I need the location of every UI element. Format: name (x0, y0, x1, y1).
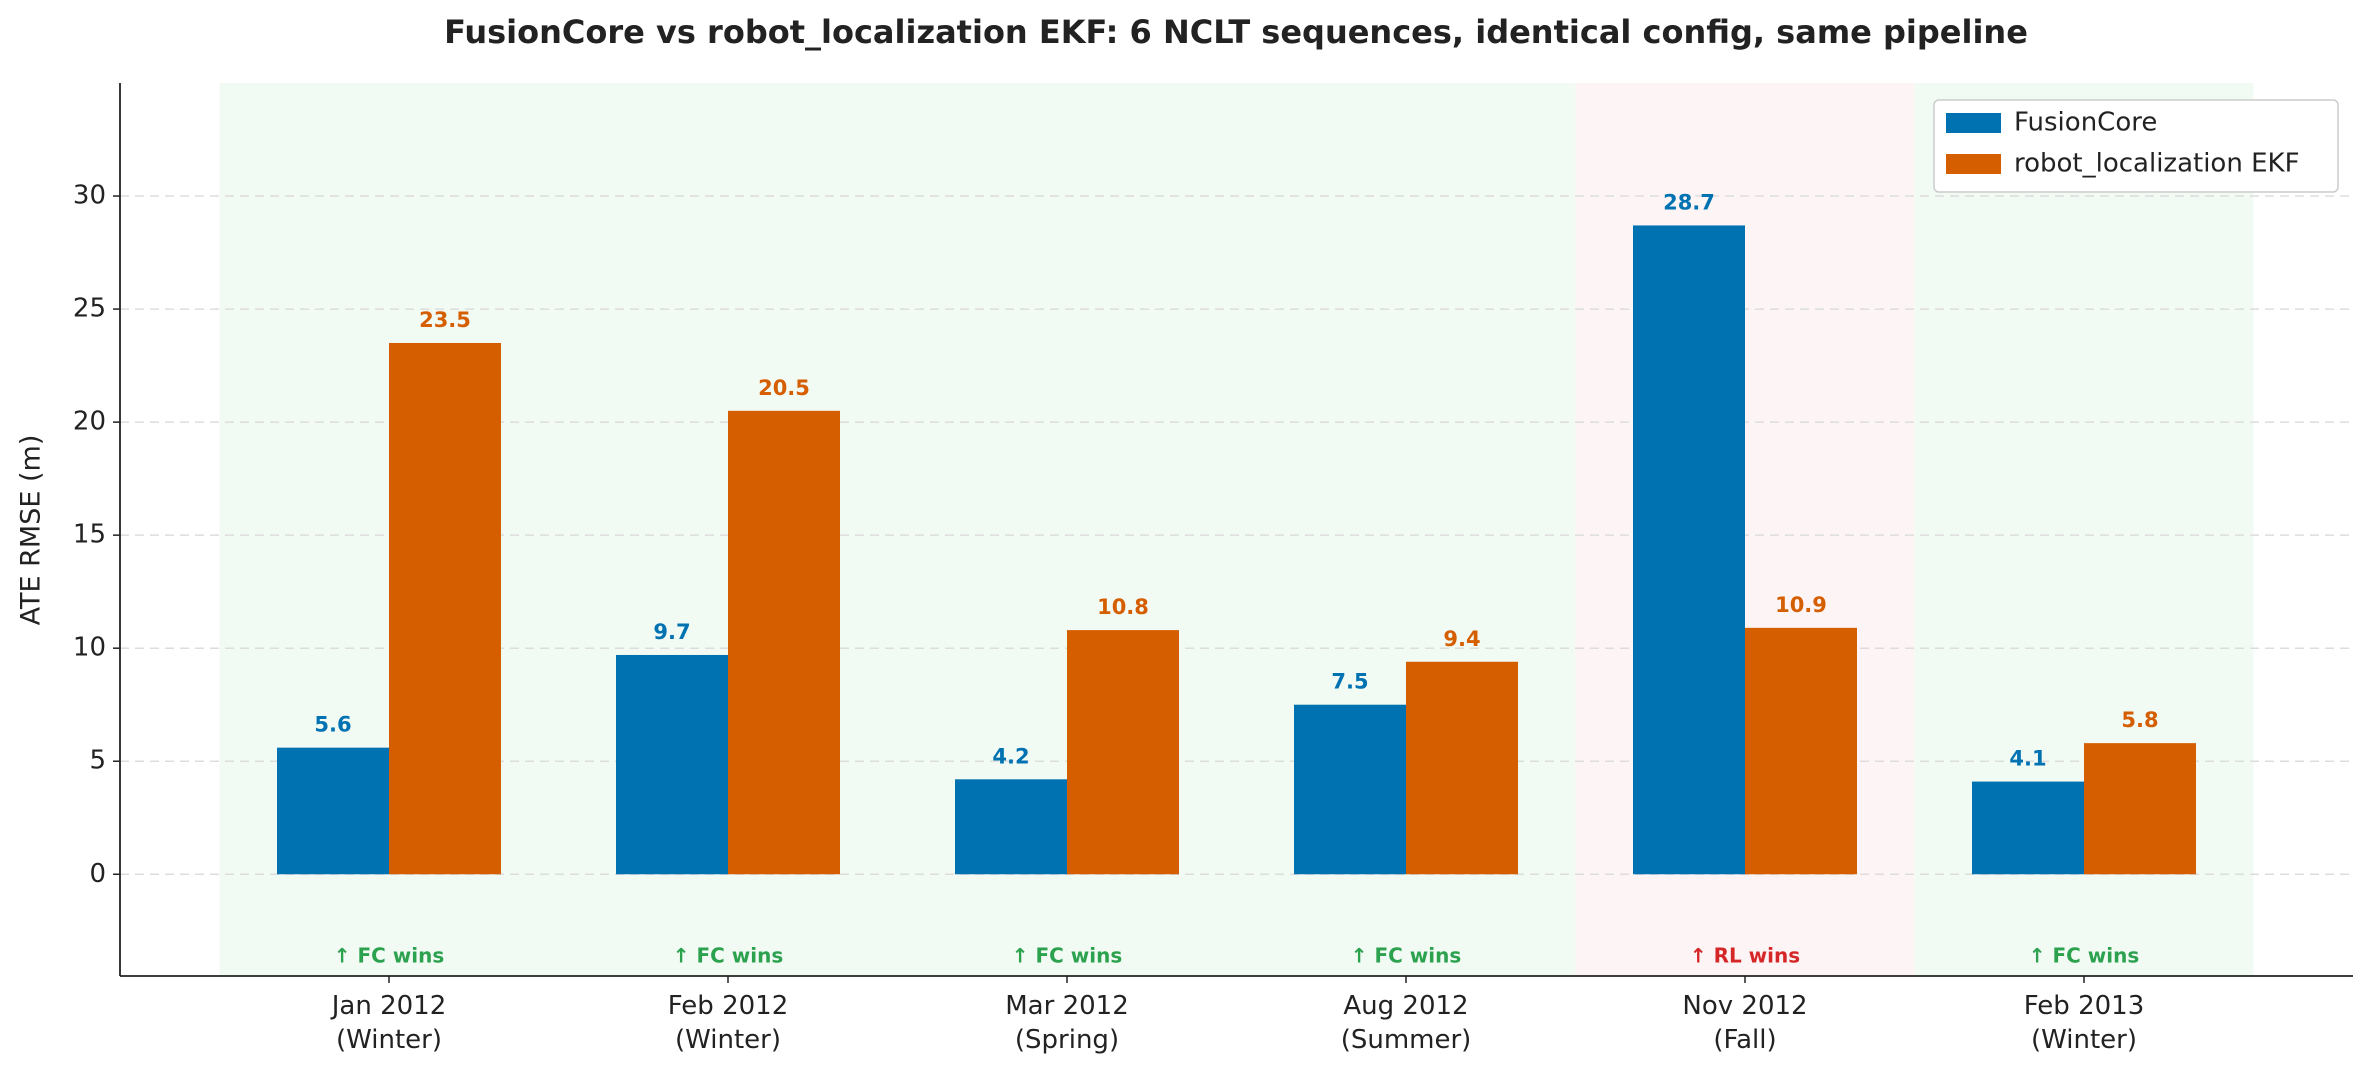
bar (1406, 661, 1518, 875)
x-tick-label: Nov 2012 (Fall) (1682, 991, 1808, 1055)
bar (616, 654, 728, 875)
y-tick-label: 0 (89, 859, 106, 889)
winner-annotation: ↑ FC wins (334, 944, 445, 968)
value-label: 10.8 (1097, 595, 1149, 619)
bar (277, 747, 389, 875)
bar (389, 342, 501, 875)
winner-annotation: ↑ FC wins (673, 944, 784, 968)
value-label: 10.9 (1775, 593, 1827, 617)
y-tick-label: 5 (89, 746, 106, 776)
winner-annotation: ↑ FC wins (2029, 944, 2140, 968)
value-label: 23.5 (419, 308, 471, 332)
y-tick-label: 10 (73, 633, 106, 663)
bar (728, 410, 840, 875)
legend-swatch (1946, 154, 2001, 174)
chart-title: FusionCore vs robot_localization EKF: 6 … (444, 13, 2028, 51)
y-axis-label: ATE RMSE (m) (16, 435, 47, 626)
winner-annotation: ↑ FC wins (1012, 944, 1123, 968)
value-label: 5.8 (2121, 708, 2158, 732)
bar (1633, 225, 1745, 875)
x-tick-label: Jan 2012 (Winter) (331, 991, 447, 1055)
bar (1294, 704, 1406, 875)
legend-label: FusionCore (2014, 108, 2157, 138)
value-label: 5.6 (314, 713, 351, 737)
x-tick-label: Aug 2012 (Summer) (1340, 991, 1472, 1055)
bar (1745, 627, 1857, 875)
winner-annotation: ↑ FC wins (1351, 944, 1462, 968)
bar (1067, 630, 1179, 875)
y-tick-label: 15 (73, 520, 106, 550)
y-tick-label: 20 (73, 407, 106, 437)
y-tick-label: 25 (73, 294, 106, 324)
x-tick-label: Mar 2012 (Spring) (1005, 991, 1129, 1055)
y-tick-label: 30 (73, 181, 106, 211)
value-label: 20.5 (758, 376, 810, 400)
bar (1972, 781, 2084, 875)
value-label: 4.2 (992, 744, 1029, 768)
legend-swatch (1946, 113, 2001, 133)
x-tick-label: Feb 2013 (Winter) (2023, 991, 2145, 1055)
value-label: 7.5 (1331, 670, 1368, 694)
bar (2084, 743, 2196, 875)
x-tick-label: Feb 2012 (Winter) (667, 991, 789, 1055)
value-label: 9.4 (1443, 627, 1480, 651)
winner-annotation: ↑ RL wins (1690, 944, 1800, 968)
legend-box (1933, 99, 2339, 193)
legend-label: robot_localization EKF (2014, 149, 2300, 179)
value-label: 4.1 (2009, 747, 2046, 771)
bar (955, 779, 1067, 875)
value-label: 9.7 (653, 620, 690, 644)
value-label: 28.7 (1663, 190, 1715, 214)
